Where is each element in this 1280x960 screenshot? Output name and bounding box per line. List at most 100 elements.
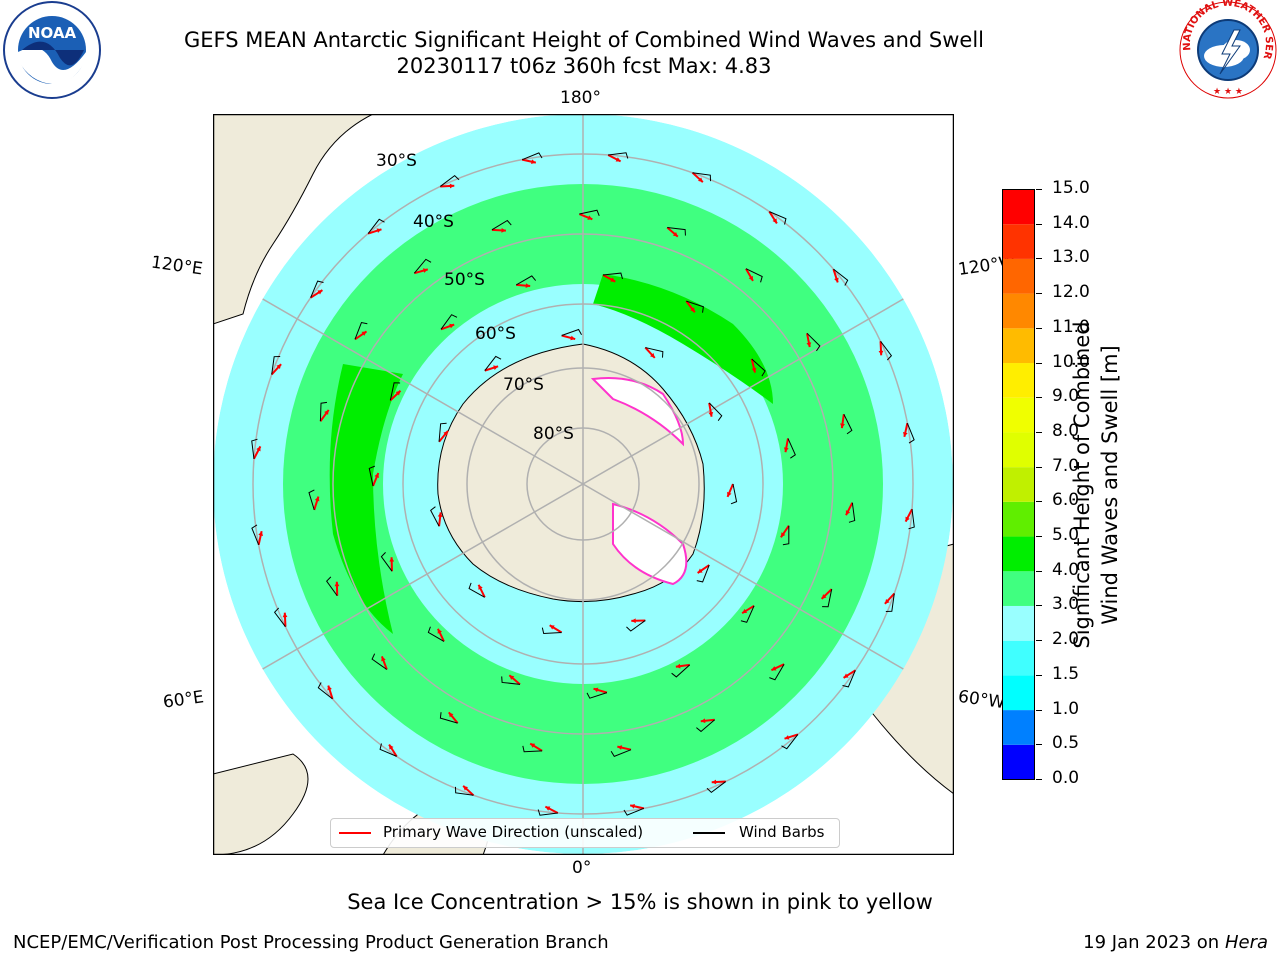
footer-branch: NCEP/EMC/Verification Post Processing Pr… [13, 932, 609, 953]
wave-arrow-head [697, 177, 703, 183]
colorbar-tick-mark [1036, 709, 1042, 711]
wave-arrow-head [690, 307, 695, 313]
wind-barb [491, 219, 512, 231]
wind-barb [842, 670, 856, 688]
wind-barb [686, 300, 704, 313]
wave-arrow-head [630, 803, 635, 809]
wave-arrow-head [843, 673, 849, 678]
wave-arrow-head [834, 277, 839, 283]
wind-barb [317, 682, 333, 700]
wind-barb [671, 664, 691, 678]
colorbar-tick-label: 0.5 [1052, 733, 1080, 754]
wave-arrow-head [697, 568, 703, 573]
colorbar-band-9 [1002, 432, 1035, 468]
wind-barb [389, 382, 401, 401]
wave-arrow-head [256, 446, 261, 452]
wave-arrow-head [493, 365, 499, 370]
colorbar-tick-label: 1.5 [1052, 663, 1080, 684]
colorbar-tick-label: 7.0 [1052, 455, 1080, 476]
wind-barb [354, 321, 368, 340]
wave-arrow-head [727, 491, 732, 497]
nws-logo: NATIONAL WEATHER SERVICE ★ ★ ★ [1178, 0, 1277, 99]
colorbar-band-10 [1002, 397, 1035, 433]
wave-arrow-head [593, 687, 599, 693]
colorbar-label-line2: Wind Waves and Swell [m] [1098, 345, 1122, 625]
map-frame [213, 114, 954, 855]
wave-arrow-head [443, 430, 448, 436]
wind-barb [745, 268, 763, 283]
wave-arrow-head [772, 218, 777, 224]
wave-arrow-head [422, 268, 428, 273]
wave-arrow-head [327, 685, 332, 691]
chart-title-line2: 20230117 t06z 360h fcst Max: 4.83 [396, 54, 772, 78]
wave-arrow-head [282, 612, 288, 618]
colorbar-band-0 [1002, 744, 1035, 780]
wind-barb [468, 582, 486, 598]
wave-arrow-head [821, 594, 827, 599]
wave-arrow-head [531, 159, 536, 165]
colorbar-band-15 [1002, 224, 1035, 259]
lon-label-120e: 120°E [149, 252, 204, 280]
wind-barb [769, 211, 787, 225]
wind-barb [908, 509, 915, 530]
wave-arrow-head [570, 335, 576, 341]
wave-arrow-head [276, 364, 282, 370]
wind-barb [730, 483, 738, 505]
colorbar-tick-label: 2.0 [1052, 629, 1080, 650]
wave-arrow-head [631, 618, 636, 624]
wind-barb [692, 172, 712, 182]
wind-barb [610, 749, 632, 757]
wave-arrow-head [334, 581, 340, 587]
wind-barb [740, 605, 755, 623]
wind-barb [769, 663, 785, 681]
colorbar-tick-mark [1036, 501, 1042, 503]
colorbar-tick-mark [1036, 189, 1042, 190]
wind-barb [251, 438, 258, 459]
wind-barb [696, 564, 710, 583]
legend-barbs-label: Wind Barbs [739, 823, 825, 841]
wind-barb [430, 506, 440, 527]
wind-barb [626, 620, 646, 632]
wave-arrow-head [672, 231, 678, 237]
legend-wave-swatch [339, 832, 371, 834]
land-madagascar [213, 753, 309, 855]
colorbar-band-1 [1002, 710, 1035, 745]
wind-barb [645, 347, 664, 358]
wind-barb [438, 422, 447, 442]
wave-arrow-head [884, 598, 890, 604]
footer-date-text: 19 Jan 2023 on [1083, 932, 1220, 953]
colorbar [1002, 189, 1035, 780]
wave-arrow-head [878, 350, 884, 356]
wave-arrow-head [610, 277, 616, 282]
wave-arrow-head [742, 608, 748, 614]
colorbar-band-16 [1002, 189, 1035, 225]
wind-barb [427, 626, 445, 642]
colorbar-band-11 [1002, 363, 1035, 398]
colorbar-tick-label: 15.0 [1052, 178, 1090, 198]
colorbar-band-14 [1002, 258, 1035, 294]
colorbar-tick-mark [1036, 293, 1042, 295]
footer-date: 19 Jan 2023 on Hera [1083, 932, 1268, 953]
colorbar-tick-label: 3.0 [1052, 594, 1080, 615]
wave-arrow-head [361, 331, 367, 336]
legend-barbs-swatch [693, 832, 725, 834]
wind-barb [368, 465, 376, 487]
wind-barb [273, 607, 286, 628]
lat-label-30s: 30°S [376, 151, 417, 171]
wind-barb [781, 734, 799, 750]
wave-arrow-head [784, 735, 790, 740]
lat-label-70s: 70°S [503, 375, 544, 395]
wave-arrow-head [545, 806, 551, 811]
wind-barb [271, 355, 281, 375]
colorbar-tick-label: 13.0 [1052, 247, 1090, 268]
wave-arrow-head [314, 496, 320, 502]
swh-band-4-5m-east [593, 274, 773, 404]
wave-arrow-head [501, 227, 506, 233]
wave-arrow-head [374, 473, 379, 479]
wind-barb [885, 593, 895, 613]
colorbar-tick-label: 1.0 [1052, 698, 1080, 719]
wind-barb [439, 712, 458, 724]
wind-barb [602, 272, 623, 279]
wave-arrow-head [780, 532, 786, 538]
colorbar-tick-label: 4.0 [1052, 559, 1080, 580]
